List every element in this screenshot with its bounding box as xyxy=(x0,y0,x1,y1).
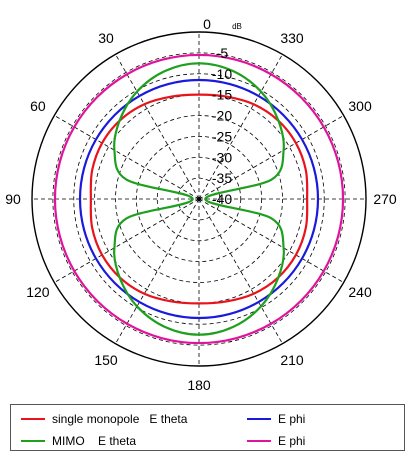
radial-tick-label: -30 xyxy=(212,149,232,165)
legend-swatch xyxy=(21,440,45,442)
axis-labels: 30 60 90 120 150 180 210 240 270 300 330 0 -5 -10 -15 -… xyxy=(5,16,397,392)
legend-swatch xyxy=(21,418,45,420)
series-curves xyxy=(53,53,345,345)
angle-tick-label: 150 xyxy=(94,352,118,368)
angle-tick-label: 180 xyxy=(187,377,211,392)
legend-swatch xyxy=(247,440,271,442)
legend-label: E phi xyxy=(278,434,306,448)
center-dot xyxy=(197,197,201,201)
grid-circle xyxy=(135,135,263,263)
angle-tick-label: 270 xyxy=(373,191,397,207)
grid-circle xyxy=(73,73,325,325)
angle-tick-label: 330 xyxy=(280,30,304,46)
radial-tick-label: 0 xyxy=(203,16,211,32)
radial-tick-label: -10 xyxy=(212,66,232,82)
series-curve-2 xyxy=(113,62,285,336)
series-curve-0 xyxy=(89,93,309,305)
legend-item-mimo-phi: E phi xyxy=(247,434,305,448)
legend: single monopole E theta E phi MIMO E the… xyxy=(10,404,405,451)
radial-tick-label: -35 xyxy=(212,170,232,186)
legend-label: single monopole E theta xyxy=(52,412,188,426)
legend-label: E phi xyxy=(278,412,306,426)
radial-tick-label: -40 xyxy=(212,191,232,207)
grid-spoke xyxy=(54,198,200,283)
grid-circle xyxy=(115,115,283,283)
radial-tick-label: -20 xyxy=(212,108,232,124)
outer-circle xyxy=(31,31,367,367)
series-curve-3 xyxy=(53,53,345,345)
grid-spoke xyxy=(54,115,200,200)
angle-tick-label: 60 xyxy=(30,98,46,114)
polar-plot: 30 60 90 120 150 180 210 240 270 300 330 0 -5 -10 -15 -… xyxy=(5,16,397,392)
unit-label: dB xyxy=(232,22,242,31)
grid-circle xyxy=(156,156,242,242)
angle-tick-label: 90 xyxy=(5,191,21,207)
grid-circle xyxy=(177,177,221,221)
polar-grid xyxy=(31,31,367,367)
series-curve-1 xyxy=(78,78,320,320)
radial-tick-label: -25 xyxy=(212,128,232,144)
legend-item-single-phi: E phi xyxy=(247,412,305,426)
radial-tick-label: -15 xyxy=(212,87,232,103)
legend-item-mimo-theta: MIMO E theta xyxy=(21,434,136,448)
angle-tick-label: 210 xyxy=(280,352,304,368)
angle-tick-label: 240 xyxy=(348,284,372,300)
radial-tick-label: -5 xyxy=(216,45,229,61)
legend-swatch xyxy=(247,418,271,420)
angle-tick-label: 30 xyxy=(98,30,114,46)
grid-circle xyxy=(52,52,346,346)
angle-tick-label: 120 xyxy=(26,284,50,300)
legend-item-single-theta: single monopole E theta xyxy=(21,412,187,426)
legend-label: MIMO E theta xyxy=(52,434,137,448)
angle-tick-label: 300 xyxy=(348,98,372,114)
